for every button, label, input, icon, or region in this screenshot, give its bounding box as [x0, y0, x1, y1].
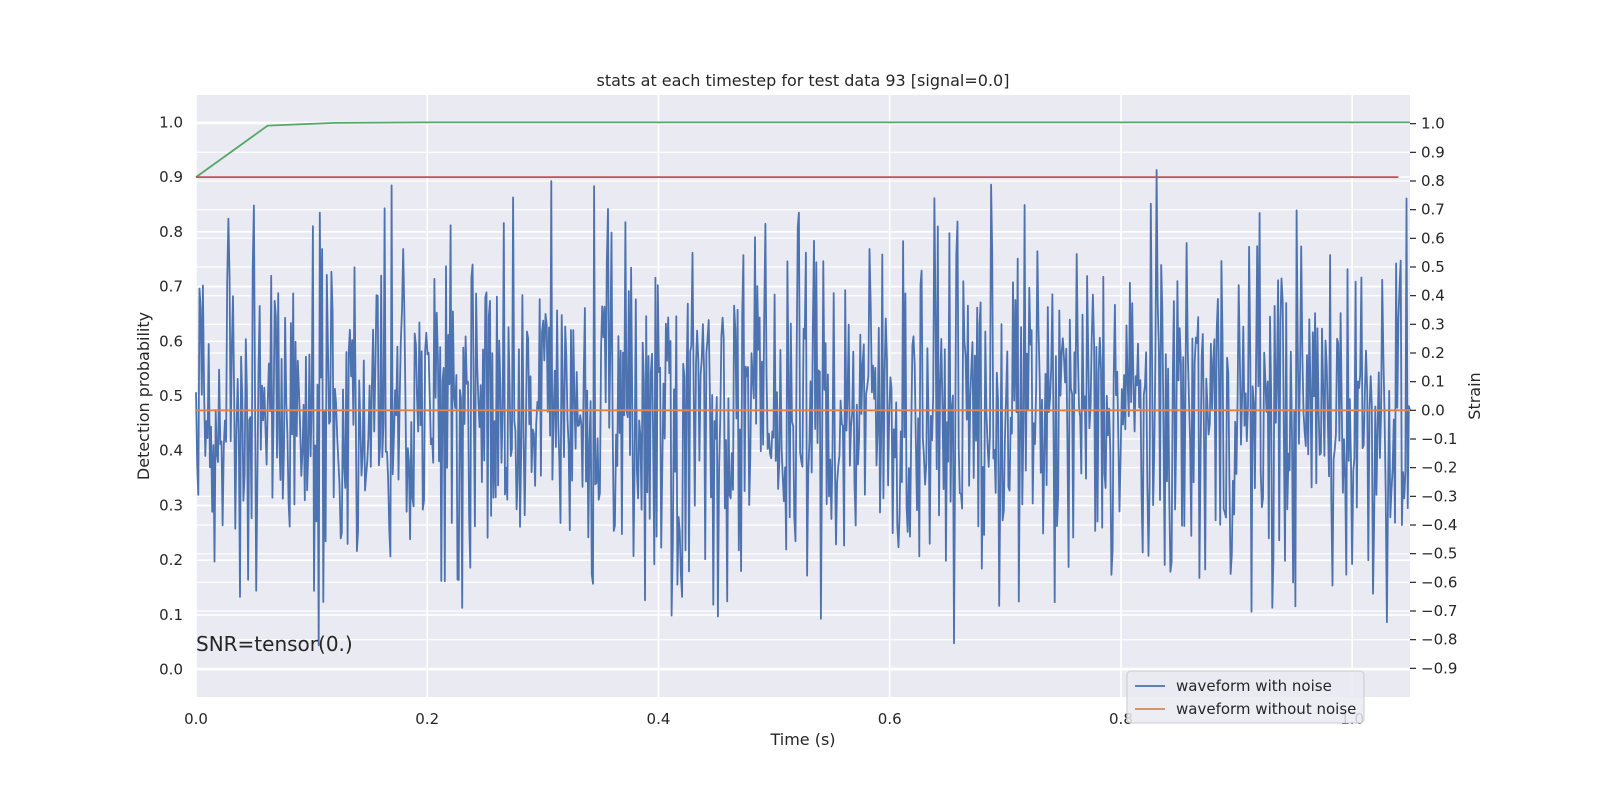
right-tick-label: 0.3: [1421, 315, 1445, 333]
left-tick-label: 0.6: [159, 332, 183, 350]
series-layer: [195, 121, 1411, 647]
left-tick-label: 0.0: [159, 661, 183, 679]
right-tick-label: −0.9: [1421, 659, 1457, 677]
legend-label-noisy: waveform with noise: [1176, 677, 1332, 695]
right-tick-label: −0.4: [1421, 516, 1457, 534]
x-tick-label: 0.4: [647, 710, 671, 728]
chart-title: stats at each timestep for test data 93 …: [597, 71, 1010, 90]
left-tick-label: 0.2: [159, 551, 183, 569]
left-tick-label: 0.5: [159, 387, 183, 405]
x-tick-label: 0.0: [184, 710, 208, 728]
right-tick-label: 0.4: [1421, 287, 1445, 305]
right-tick-label: 0.7: [1421, 201, 1445, 219]
right-tick-label: 0.8: [1421, 172, 1445, 190]
right-tick-label: 0.2: [1421, 344, 1445, 362]
right-tick-label: −0.7: [1421, 602, 1457, 620]
right-tick-label: −0.1: [1421, 430, 1457, 448]
right-tick-label: 0.6: [1421, 229, 1445, 247]
right-tick-label: 0.0: [1421, 401, 1445, 419]
right-tick-label: −0.6: [1421, 573, 1457, 591]
right-tick-label: −0.2: [1421, 459, 1457, 477]
left-tick-label: 1.0: [159, 113, 183, 131]
right-tick-label: 0.9: [1421, 143, 1445, 161]
right-axis-label: Strain: [1465, 372, 1484, 419]
right-tick-label: 1.0: [1421, 115, 1445, 133]
left-tick-label: 0.8: [159, 223, 183, 241]
left-tick-label: 0.9: [159, 168, 183, 186]
legend: waveform with noise waveform without noi…: [1126, 670, 1365, 724]
x-tick-label: 0.6: [878, 710, 902, 728]
left-axis-label: Detection probability: [134, 312, 153, 480]
left-tick-label: 0.7: [159, 278, 183, 296]
series-waveform-with-noise: [195, 169, 1411, 647]
right-tick-label: 0.1: [1421, 373, 1445, 391]
x-tick-label: 0.2: [415, 710, 439, 728]
left-axis-ticks: 0.0 0.1 0.2 0.3 0.4 0.5 0.6 0.7 0.8 0.9 1.0: [159, 113, 183, 678]
right-tick-label: −0.3: [1421, 487, 1457, 505]
snr-annotation: SNR=tensor(0.): [196, 632, 353, 656]
left-tick-label: 0.3: [159, 496, 183, 514]
legend-box: [1126, 670, 1365, 724]
right-tick-label: 0.5: [1421, 258, 1445, 276]
x-axis-label: Time (s): [769, 730, 835, 749]
legend-label-clean: waveform without noise: [1176, 700, 1356, 718]
left-tick-label: 0.1: [159, 606, 183, 624]
right-axis-ticks: −0.9 −0.8 −0.7 −0.6 −0.5 −0.4 −0.3 −0.2 −0.1 0.0 0…: [1410, 115, 1457, 677]
right-tick-label: −0.8: [1421, 631, 1457, 649]
left-tick-label: 0.4: [159, 442, 183, 460]
right-tick-label: −0.5: [1421, 545, 1457, 563]
series-detection-probability: [195, 121, 1410, 178]
